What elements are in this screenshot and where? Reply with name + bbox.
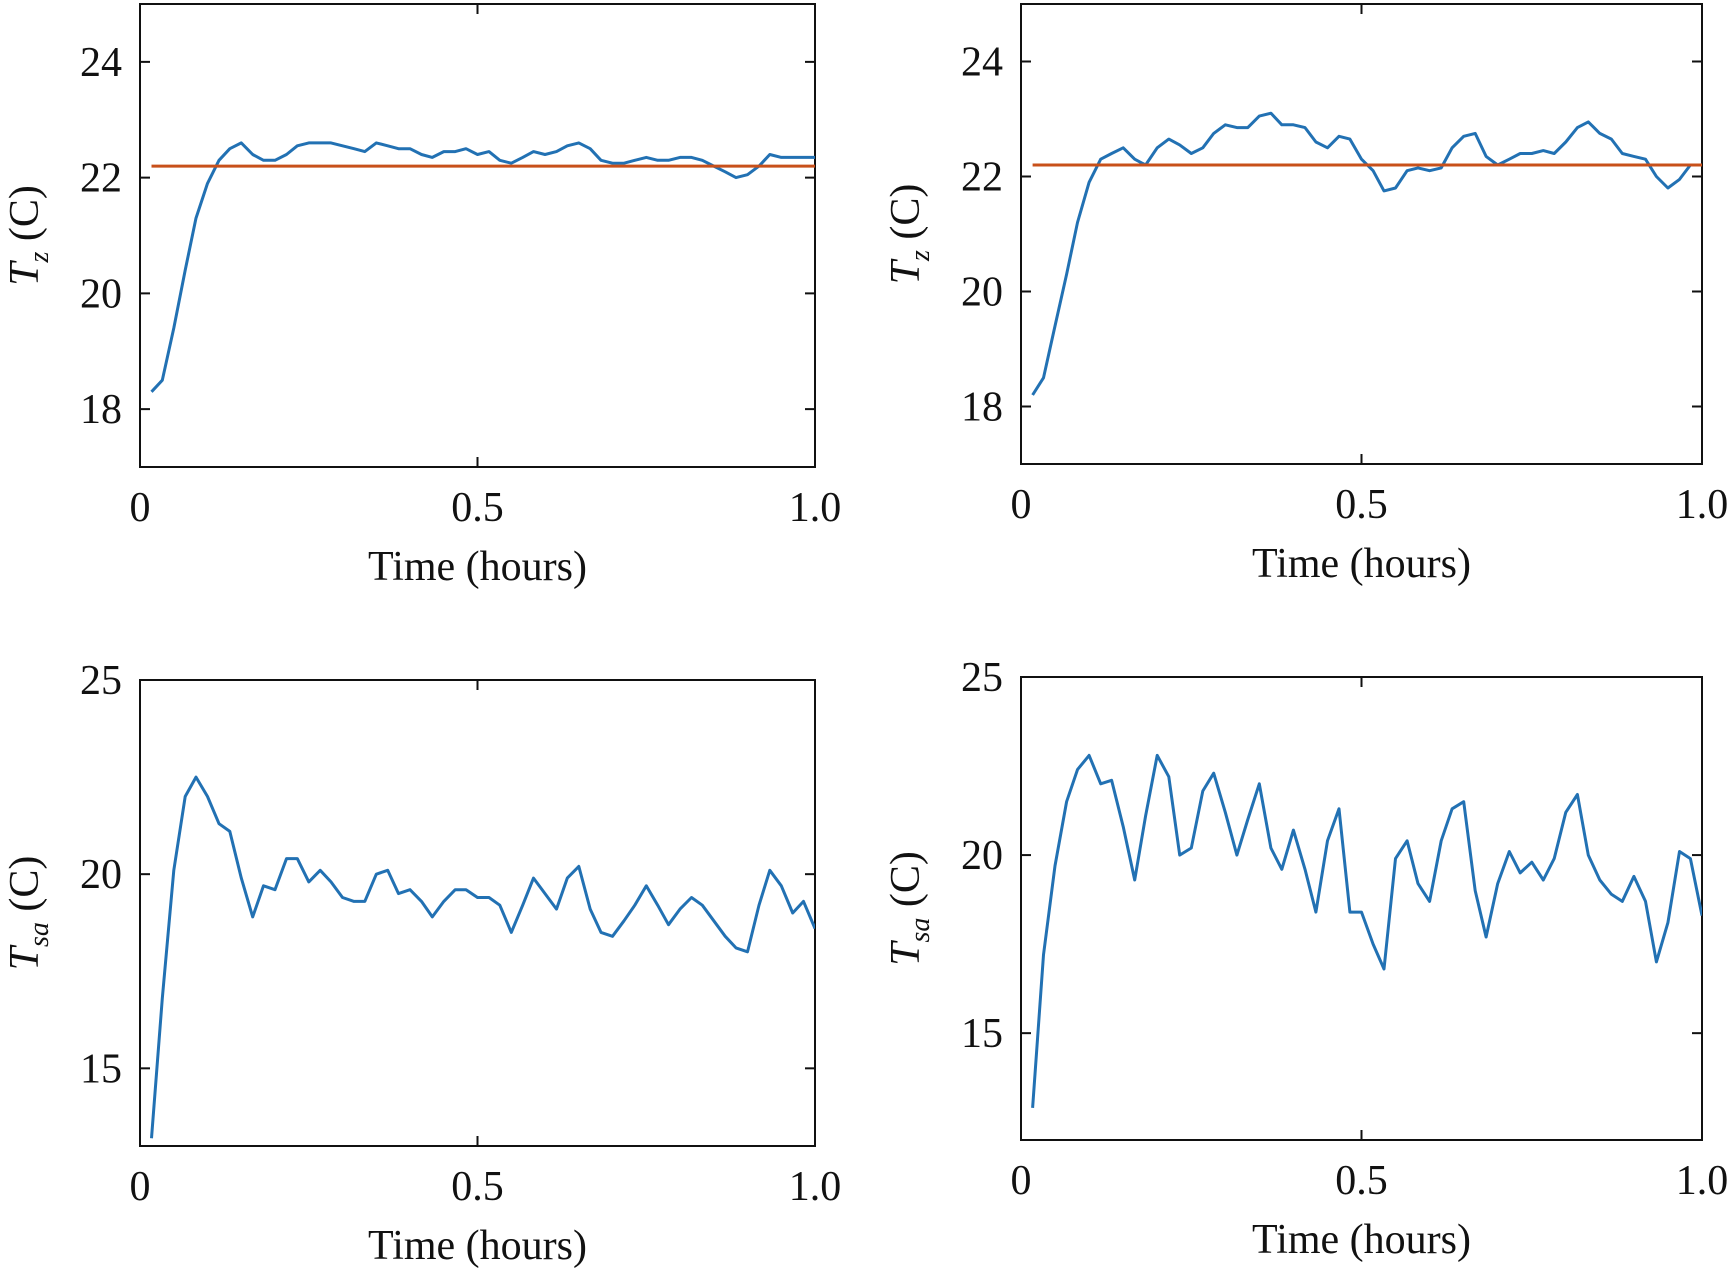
y-axis-label: Tz (C) (2, 185, 55, 286)
y-tick-label: 24 (80, 40, 122, 86)
x-tick-label: 0.5 (451, 1164, 504, 1210)
y-tick-label: 22 (961, 155, 1003, 201)
plot-frame (139, 679, 816, 1147)
x-axis-label: Time (hours) (368, 544, 587, 590)
x-tick-label: 1.0 (789, 485, 842, 531)
y-axis-subscript: sa (905, 918, 936, 943)
x-axis-label: Time (hours) (1252, 541, 1471, 587)
y-tick-label: 24 (961, 40, 1003, 86)
y-axis-symbol: T (883, 258, 929, 284)
series-line (150, 775, 815, 1139)
plot-frame (1020, 3, 1703, 465)
y-tick-label: 20 (961, 833, 1003, 879)
y-axis-symbol: T (2, 260, 48, 286)
x-tick-label: 0.5 (451, 485, 504, 531)
y-tick-label: 25 (961, 655, 1003, 701)
y-axis-unit: (C) (2, 856, 48, 923)
y-tick-label: 18 (80, 387, 122, 433)
y-axis-subscript: z (24, 252, 55, 264)
chart-panel-1: 0 0.5 1.0 18 20 22 24 Time (hours) Tz (C) (2, 3, 842, 590)
y-axis-subscript: sa (24, 922, 55, 947)
plot-frame (139, 3, 816, 468)
y-tick-label: 20 (961, 270, 1003, 316)
chart-panel-4: 0 0.5 1.0 15 20 25 Time (hours) Tsa (C) (883, 655, 1728, 1263)
y-axis-label: Tz (C) (883, 184, 936, 285)
series-line (1031, 111, 1702, 396)
y-axis-symbol: T (883, 940, 929, 966)
y-axis-subscript: z (905, 250, 936, 262)
chart-panel-3: 0 0.5 1.0 15 20 25 Time (hours) Tsa (C) (2, 658, 841, 1269)
x-tick-label: 1.0 (1676, 482, 1729, 528)
x-axis-label: Time (hours) (368, 1223, 587, 1269)
y-tick-label: 22 (80, 156, 122, 202)
plot-frame (1020, 676, 1703, 1141)
y-tick-label: 15 (80, 1046, 122, 1092)
x-tick-label: 1.0 (789, 1164, 842, 1210)
y-tick-label: 15 (961, 1011, 1003, 1057)
chart-panel-2: 0 0.5 1.0 18 20 22 24 Time (hours) Tz (C) (883, 3, 1729, 587)
series-line (150, 141, 815, 393)
y-tick-label: 18 (961, 385, 1003, 431)
series-line (1031, 753, 1702, 1109)
y-axis-unit: (C) (2, 185, 48, 252)
x-tick-label: 0.5 (1335, 1158, 1388, 1204)
x-tick-label: 0 (130, 1164, 151, 1210)
x-tick-label: 0.5 (1335, 482, 1388, 528)
y-tick-label: 20 (80, 271, 122, 317)
y-axis-unit: (C) (883, 851, 929, 918)
y-axis-unit: (C) (883, 184, 929, 251)
y-tick-label: 25 (80, 658, 122, 704)
x-tick-label: 0 (130, 485, 151, 531)
x-tick-label: 0 (1011, 1158, 1032, 1204)
x-axis-label: Time (hours) (1252, 1217, 1471, 1263)
x-tick-label: 0 (1011, 482, 1032, 528)
y-axis-label: Tsa (C) (883, 851, 936, 966)
y-axis-label: Tsa (C) (2, 856, 55, 971)
x-tick-label: 1.0 (1676, 1158, 1729, 1204)
y-tick-label: 20 (80, 852, 122, 898)
y-axis-symbol: T (2, 944, 48, 970)
